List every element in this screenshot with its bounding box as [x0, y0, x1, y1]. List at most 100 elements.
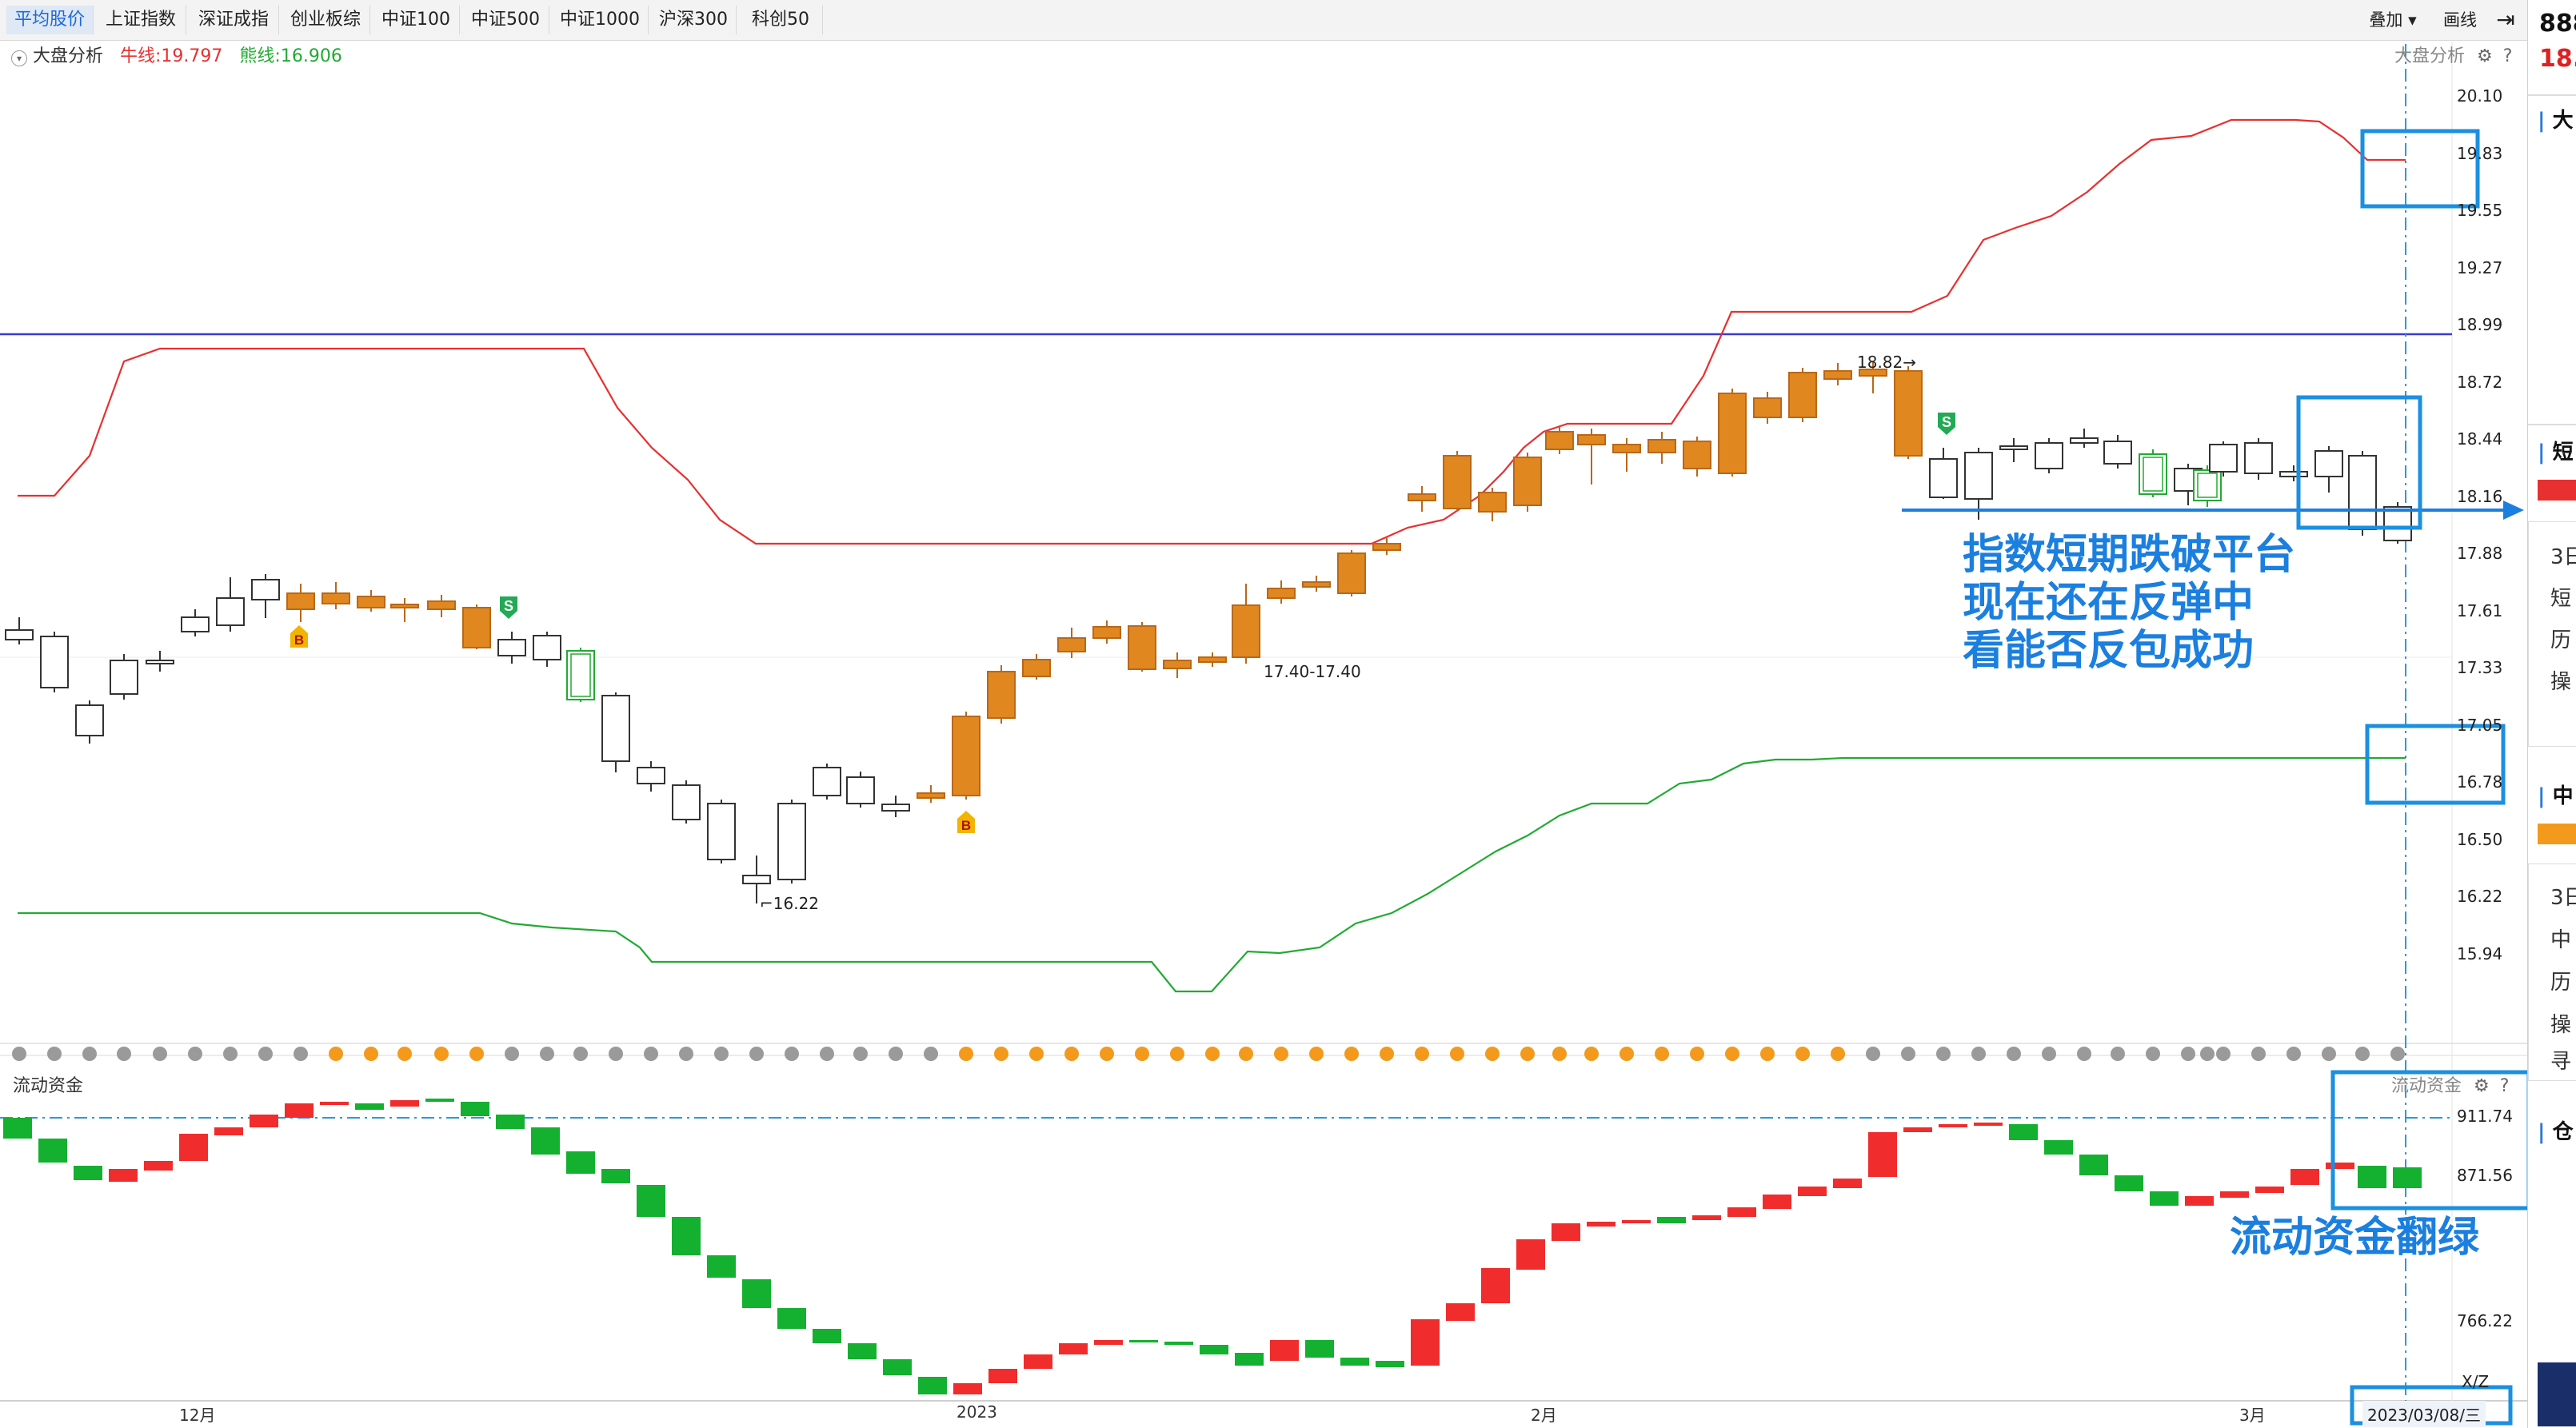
candlestick[interactable] — [637, 761, 665, 792]
tab-sse-index[interactable]: 上证指数 — [96, 6, 186, 34]
toolbar: 平均股价 上证指数 深证成指 创业板综 中证100 中证500 中证1000 沪… — [0, 0, 2527, 41]
candlestick[interactable] — [1859, 361, 1887, 393]
candlestick[interactable] — [390, 598, 419, 622]
candlestick[interactable] — [1683, 437, 1711, 477]
candlestick[interactable] — [1513, 453, 1542, 512]
candlestick[interactable] — [1057, 628, 1086, 658]
candlestick[interactable] — [1577, 429, 1606, 485]
draw-line-button[interactable]: 画线 — [2443, 10, 2477, 30]
candlestick[interactable] — [917, 785, 945, 803]
candlestick[interactable] — [2209, 441, 2238, 477]
candlestick[interactable] — [566, 648, 595, 702]
subchart-title[interactable]: 流动资金 — [13, 1076, 84, 1096]
candlestick[interactable] — [286, 584, 315, 622]
candlestick[interactable] — [1128, 622, 1156, 672]
settings-icon[interactable]: ⚙ — [2477, 46, 2493, 66]
candlestick[interactable] — [533, 632, 561, 667]
candlestick[interactable] — [2103, 435, 2132, 469]
candlestick[interactable] — [707, 800, 736, 864]
candlestick[interactable] — [1929, 448, 1958, 499]
candlestick[interactable] — [2193, 465, 2222, 507]
funds-bar — [1270, 1340, 1299, 1361]
indicator-name[interactable]: 大盘分析 — [33, 46, 104, 66]
candlestick[interactable] — [1788, 368, 1817, 422]
candlestick[interactable] — [1092, 620, 1121, 644]
signal-dot — [2077, 1047, 2091, 1061]
candlestick[interactable] — [1198, 652, 1227, 667]
candlestick[interactable] — [2279, 465, 2308, 481]
candlestick[interactable] — [813, 764, 841, 800]
candlestick[interactable] — [1823, 363, 1852, 385]
candlestick[interactable] — [1545, 425, 1574, 454]
candlestick[interactable] — [1894, 366, 1923, 459]
candlestick[interactable] — [601, 692, 630, 772]
candlestick[interactable] — [1022, 654, 1051, 680]
candlestick[interactable] — [1163, 652, 1192, 678]
candlestick[interactable] — [672, 780, 701, 824]
signal-dot — [2216, 1047, 2231, 1061]
candlestick[interactable] — [1372, 537, 1401, 555]
candlestick[interactable] — [2244, 438, 2273, 480]
tab-chinext[interactable]: 创业板综 — [282, 6, 370, 34]
help-icon[interactable]: ? — [2499, 1076, 2510, 1096]
tab-star50[interactable]: 科创50 — [739, 6, 823, 34]
candlestick[interactable] — [777, 800, 806, 884]
indicator-menu-icon[interactable]: ▾ — [11, 50, 27, 66]
candlestick[interactable] — [462, 604, 491, 649]
candlestick[interactable] — [146, 651, 174, 672]
signal-dot — [2181, 1047, 2195, 1061]
price-tick: 16.78 — [2457, 772, 2503, 792]
indicator-header: ▾ 大盘分析 牛线:19.797 熊线:16.906 — [11, 42, 342, 67]
panel-text: 3日 — [2550, 886, 2576, 910]
candlestick[interactable] — [2070, 429, 2099, 448]
candlestick[interactable] — [181, 609, 210, 636]
candlestick[interactable] — [1753, 392, 1782, 424]
candlestick[interactable] — [2139, 449, 2167, 497]
candlestick[interactable] — [322, 582, 350, 609]
candlestick[interactable] — [1478, 488, 1507, 521]
panel-text: 历 — [2550, 971, 2572, 995]
candlestick[interactable] — [1964, 448, 1993, 520]
candlestick[interactable] — [1232, 584, 1260, 664]
candlestick[interactable] — [1647, 432, 1676, 464]
candlestick[interactable] — [2348, 451, 2377, 536]
help-icon[interactable]: ? — [2502, 46, 2513, 66]
candlestick[interactable] — [1612, 438, 1641, 472]
collapse-icon[interactable]: ⇥ — [2496, 6, 2515, 33]
candlestick[interactable] — [251, 574, 280, 618]
candlestick[interactable] — [497, 632, 526, 664]
tab-szse-index[interactable]: 深证成指 — [189, 6, 279, 34]
candlestick[interactable] — [846, 772, 875, 808]
candlestick[interactable] — [881, 796, 910, 817]
candlestick[interactable] — [75, 700, 104, 744]
tab-average-price[interactable]: 平均股价 — [6, 6, 94, 34]
candlestick[interactable] — [1302, 576, 1331, 592]
candlestick[interactable] — [952, 712, 980, 800]
candlestick[interactable] — [987, 665, 1016, 724]
candlestick[interactable] — [216, 577, 245, 632]
candlestick[interactable] — [1408, 486, 1436, 512]
settings-icon[interactable]: ⚙ — [2474, 1076, 2490, 1096]
tab-csi1000[interactable]: 中证1000 — [552, 6, 649, 34]
candlestick[interactable] — [1443, 451, 1472, 512]
candlestick[interactable] — [1267, 580, 1296, 604]
candlestick[interactable] — [40, 632, 69, 692]
candlestick[interactable] — [2035, 438, 2063, 473]
candlestick[interactable] — [2314, 446, 2343, 493]
highlight-box-funds — [2330, 1070, 2527, 1211]
candlestick[interactable] — [1999, 438, 2028, 462]
annotation-line-1: 指数短期跌破平台 — [1963, 531, 2296, 579]
candlestick[interactable] — [357, 590, 385, 612]
tab-csi100[interactable]: 中证100 — [373, 6, 460, 34]
candlestick[interactable] — [742, 856, 771, 903]
candlestick[interactable] — [1718, 389, 1747, 477]
candlestick[interactable] — [427, 595, 456, 617]
overlay-dropdown[interactable]: 叠加 ▾ — [2369, 10, 2417, 30]
tab-csi300[interactable]: 沪深300 — [651, 6, 737, 34]
candlestick[interactable] — [2383, 502, 2412, 544]
candlestick[interactable] — [1337, 550, 1366, 596]
candlestick[interactable] — [5, 617, 34, 644]
candlestick[interactable] — [110, 654, 138, 700]
tab-csi500[interactable]: 中证500 — [462, 6, 549, 34]
